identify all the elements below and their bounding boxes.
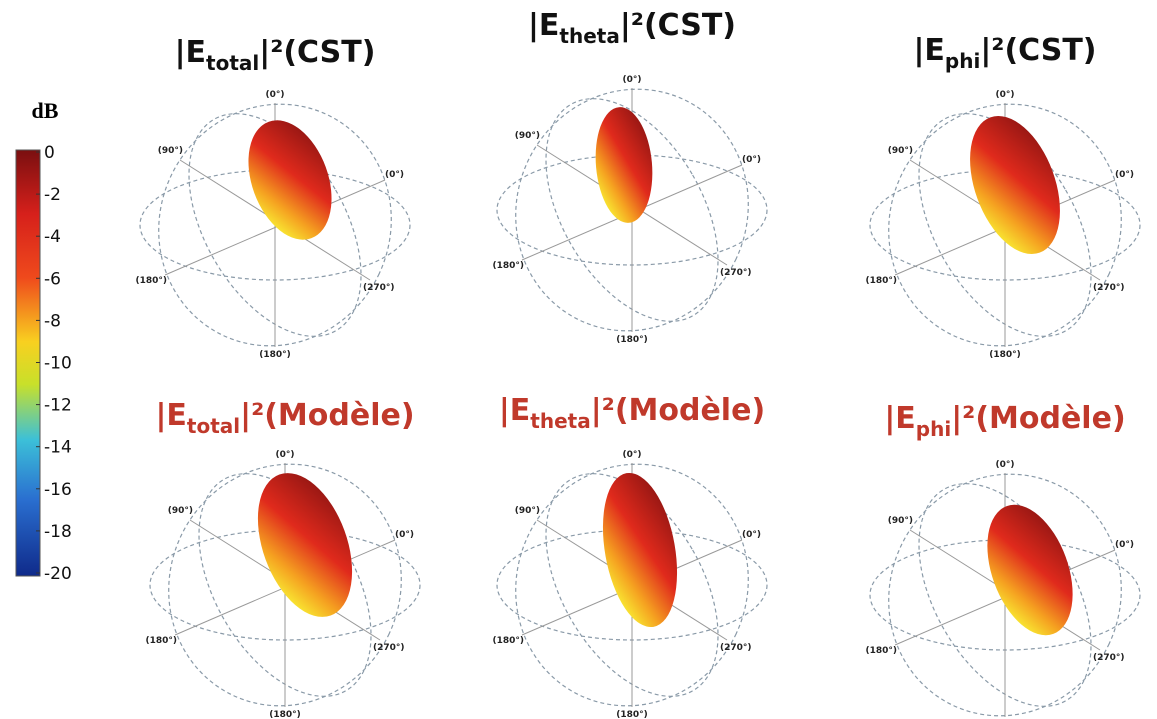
title-suffix: |²(CST) [259,35,375,70]
axis-label: (0°) [623,75,642,85]
axis-label: (180°) [865,276,897,286]
radiation-lobe [970,115,1060,255]
panel-title: |Etheta|²(CST) [528,8,736,48]
axis-label: (180°) [616,710,648,719]
grid-ellipse [545,473,719,697]
radiation-lobe [257,473,353,617]
radiation-lobe [595,107,653,223]
axis-label: (0°) [996,460,1015,470]
axis-label: (270°) [363,283,395,293]
grid-ellipse [168,463,402,707]
radiation-lobe [602,472,678,628]
title-sub: phi [945,49,980,73]
title-main: |E [175,35,206,70]
axis-label: (270°) [1093,653,1125,663]
colorbar-tick-label: -12 [44,396,72,416]
panel-title: |Ephi|²(CST) [913,33,1096,73]
radiation-lobe [248,120,332,240]
axis-label: (180°) [492,261,524,271]
grid-ellipse [158,103,392,347]
axis-label: (90°) [888,516,913,526]
axis-line [164,179,386,276]
grid-ellipse [515,463,749,707]
title-main: |E [884,401,915,436]
axis-label: (0°) [266,90,285,100]
axis-label: (90°) [888,146,913,156]
title-main: |E [499,393,530,428]
axis-label: (0°) [1115,540,1134,550]
pattern-panel: |Ephi|²(Modèle) (0°) (90°) (0°) (180°) (270°)… [865,401,1141,717]
colorbar-tick-label: 0 [44,143,55,163]
colorbar-tick-label: -20 [44,564,72,584]
axis-label: (0°) [742,155,761,165]
panel-title: |Etotal|²(Modèle) [155,398,414,438]
title-suffix: |²(CST) [980,33,1096,68]
title-sub: total [187,414,240,438]
axis-label: (90°) [168,506,193,516]
pattern-panel: |Etheta|²(CST) (0°) (90°) (0°) (180°) (270°) (… [492,8,768,345]
axis-label: (0°) [395,530,414,540]
grid-ellipse [545,98,719,322]
title-sub: theta [559,24,619,48]
grid-ellipse [188,113,362,337]
axis-label: (180°) [145,636,177,646]
title-suffix: |²(Modèle) [951,401,1125,436]
colorbar-tick-label: -10 [44,354,72,374]
axis-label: (270°) [720,643,752,653]
grid-ellipse [888,473,1122,717]
axis-label: (180°) [135,276,167,286]
panel-title: |Etotal|²(CST) [175,35,376,75]
axis-label: (180°) [259,350,291,360]
title-sub: phi [916,417,951,441]
title-suffix: |²(CST) [620,8,736,43]
axis-label: (90°) [515,131,540,141]
pattern-panel: |Etotal|²(Modèle) (0°) (90°) (0°) (180°) (270… [145,398,421,719]
colorbar-tick-label: -4 [44,227,61,247]
axis-label: (180°) [616,335,648,345]
title-main: |E [155,398,186,433]
title-suffix: |²(Modèle) [591,393,765,428]
axis-label: (90°) [515,506,540,516]
axis-label: (90°) [158,146,183,156]
pattern-panel: |Etheta|²(Modèle) (0°) (90°) (0°) (180°) (270… [492,393,768,719]
title-suffix: |²(Modèle) [240,398,414,433]
grid-ellipse [888,103,1122,347]
axis-label: (270°) [1093,283,1125,293]
axis-label: (270°) [373,643,405,653]
colorbar-tick-label: -18 [44,522,72,542]
colorbar-tick-label: -14 [44,438,72,458]
colorbar-tick-label: -6 [44,269,61,289]
axis-label: (0°) [1115,170,1134,180]
axis-label: (270°) [720,268,752,278]
title-sub: theta [530,409,590,433]
axis-label: (0°) [276,450,295,460]
title-sub: total [206,51,259,75]
panel-title: |Ephi|²(Modèle) [884,401,1125,441]
title-main: |E [528,8,559,43]
grid-ellipse [515,88,749,332]
colorbar-tick-label: -2 [44,185,61,205]
pattern-panel: |Ephi|²(CST) (0°) (90°) (0°) (180°) (270°) (18… [865,33,1141,360]
axis-label: (180°) [269,710,301,719]
axis-label: (180°) [492,636,524,646]
axis-label: (0°) [385,170,404,180]
axis-label: (0°) [623,450,642,460]
colorbar-unit: dB [32,98,59,123]
radiation-lobe [987,504,1073,636]
axis-label: (180°) [989,350,1021,360]
axis-label: (180°) [865,646,897,656]
panel-title: |Etheta|²(Modèle) [499,393,765,433]
colorbar-tick-label: -8 [44,311,61,331]
pattern-panel: |Etotal|²(CST) (0°) (90°) (0°) (180°) (270°) (… [135,35,411,360]
axis-label: (0°) [742,530,761,540]
axis-label: (0°) [996,90,1015,100]
colorbar-tick-label: -16 [44,480,72,500]
title-main: |E [913,33,944,68]
grid-ellipse [918,113,1092,337]
